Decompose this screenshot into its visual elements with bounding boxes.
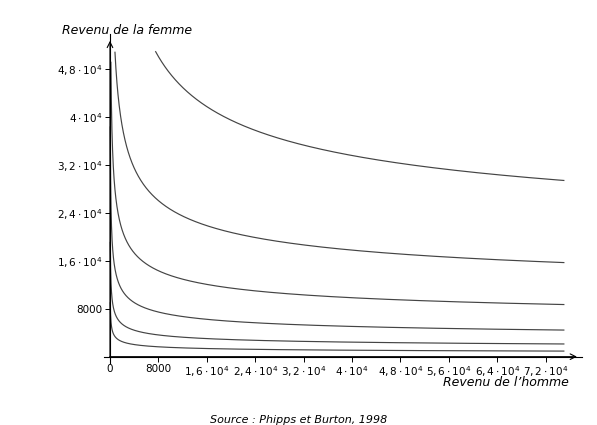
Text: Revenu de l’homme: Revenu de l’homme: [442, 376, 568, 389]
Text: Revenu de la femme: Revenu de la femme: [61, 23, 192, 37]
Text: Source : Phipps et Burton, 1998: Source : Phipps et Burton, 1998: [210, 415, 387, 425]
